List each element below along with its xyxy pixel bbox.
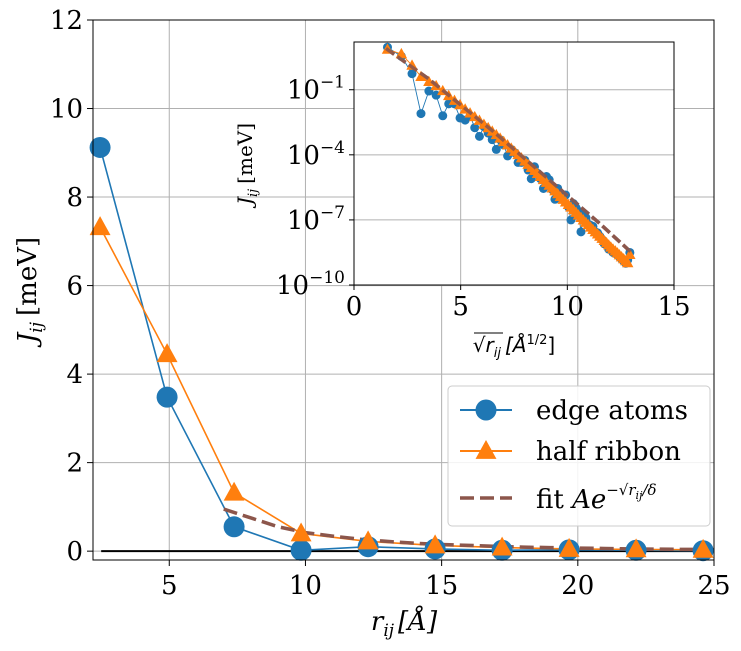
inset-x-tick-label: 5	[452, 292, 469, 322]
inset-point-edge	[424, 86, 434, 96]
inset-y-tick-label: 10−10	[276, 268, 345, 301]
legend-box	[447, 385, 711, 527]
inset-point-edge	[576, 227, 586, 237]
main-point-half	[290, 522, 312, 542]
main-x-axis-label: rij [Å]	[371, 605, 438, 641]
main-x-tick-label: 20	[561, 571, 594, 601]
inset-plot-frame	[353, 41, 675, 286]
inset-series-line-fit-top	[384, 47, 633, 254]
legend-marker-edge	[475, 399, 497, 421]
main-x-tick-label: 5	[161, 571, 178, 601]
main-plot-frame	[92, 19, 715, 561]
main-series	[89, 136, 715, 562]
inset-x-tick-label: 15	[657, 292, 690, 322]
main-y-tick-label: 12	[50, 6, 83, 36]
inset: 0 5 10 15 10−10 10−7 10−4 10−1 √rij [Å1/2] Jij[m…	[233, 41, 691, 361]
inset-point-edge	[416, 109, 426, 119]
legend-label-fit: fit Ae−√rij/δ	[536, 481, 657, 515]
main-point-edge	[89, 136, 111, 158]
legend-marker-half	[475, 440, 497, 459]
main-y-tick-label: 8	[66, 183, 83, 213]
main-x-tick-label: 15	[425, 571, 458, 601]
main-point-half	[558, 537, 580, 557]
inset-ticks: 0 5 10 15 10−10 10−7 10−4 10−1	[276, 73, 691, 322]
inset-point-edge	[566, 215, 576, 225]
inset-point-half	[624, 248, 636, 259]
inset-y-tick-label: 10−1	[287, 73, 345, 106]
main-point-edge	[223, 516, 245, 538]
main-x-tick-label: 25	[697, 571, 730, 601]
main-y-tick-label: 6	[66, 272, 83, 302]
main-y-tick-label: 10	[50, 95, 83, 125]
inset-point-edge	[474, 131, 484, 141]
main-x-tick-label: 10	[289, 571, 322, 601]
main-point-half	[692, 538, 714, 558]
main-y-tick-label: 4	[66, 360, 83, 390]
inset-point-edge	[438, 111, 448, 121]
inset-y-tick-label: 10−7	[287, 203, 345, 236]
main-point-half	[424, 534, 446, 554]
inset-x-tick-label: 0	[346, 292, 363, 322]
inset-y-axis-label: Jij[meV]	[233, 123, 261, 209]
main-point-edge	[156, 386, 178, 408]
legend-label-half: half ribbon	[536, 437, 681, 467]
main-ticks: 5 10 15 20 25 0 2 4 6 8 10 12	[50, 6, 731, 601]
inset-x-tick-label: 10	[551, 292, 584, 322]
inset-point-edge	[407, 69, 417, 79]
main-y-tick-label: 2	[66, 449, 83, 479]
main-point-half	[625, 538, 647, 558]
inset-point-edge	[491, 144, 501, 154]
inset-point-edge	[470, 123, 480, 133]
inset-point-half	[622, 256, 634, 268]
main-point-edge	[290, 539, 312, 561]
main-point-half	[357, 530, 379, 550]
inset-x-axis-label: √rij [Å1/2]	[473, 333, 555, 361]
inset-series	[381, 42, 636, 268]
legend: edge atoms half ribbon fit Ae−√rij/δ	[447, 385, 711, 527]
legend-entries	[460, 399, 512, 500]
inset-point-half	[415, 70, 427, 82]
main-point-half	[223, 481, 245, 501]
main-y-tick-label: 0	[66, 537, 83, 567]
main-point-half	[89, 216, 111, 236]
main-point-half	[156, 343, 178, 363]
inset-y-tick-label: 10−4	[287, 138, 345, 171]
main-point-half	[491, 536, 513, 556]
legend-label-edge: edge atoms	[536, 396, 688, 426]
main-y-axis-label: Jij[meV]	[13, 237, 47, 348]
